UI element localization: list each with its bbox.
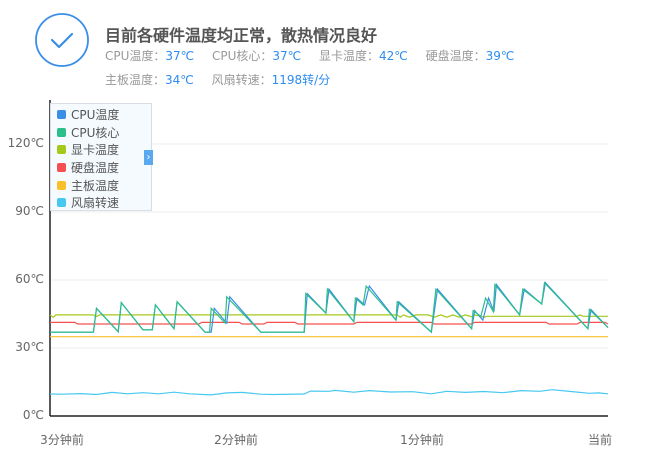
- y-tick-label: 0℃: [22, 408, 44, 422]
- fan-speed-value: 1198转/分: [271, 73, 331, 87]
- legend-label: 主板温度: [71, 178, 120, 193]
- legend-swatch: [57, 198, 66, 208]
- cpu-temp-label: CPU温度：: [105, 49, 166, 63]
- legend-label: 显卡温度: [71, 143, 120, 158]
- y-tick-label: 30℃: [15, 340, 44, 354]
- legend-label: 风扇转速: [71, 196, 120, 211]
- legend-swatch: [57, 110, 66, 120]
- legend-swatch: [57, 127, 66, 137]
- chevron-right-icon: ›: [146, 152, 151, 163]
- stats-row-1: CPU温度：37℃ CPU核心：37℃ 显卡温度：42℃ 硬盘温度：39℃: [105, 47, 528, 64]
- x-tick-label: 1分钟前: [400, 433, 444, 447]
- disk-temp-label: 硬盘温度：: [425, 49, 486, 63]
- series-line-5: [49, 389, 609, 396]
- series-line-1: [50, 281, 609, 334]
- y-tick-label: 90℃: [15, 204, 44, 218]
- series-line-2: [49, 314, 608, 318]
- legend-item[interactable]: 硬盘温度: [57, 159, 151, 177]
- cpu-core-value: 37℃: [272, 49, 302, 63]
- legend-swatch: [57, 180, 66, 190]
- status-title: 目前各硬件温度均正常，散热情况良好: [105, 26, 378, 45]
- legend-swatch: [57, 163, 66, 173]
- gpu-temp-value: 42℃: [378, 49, 408, 63]
- legend-swatch: [57, 145, 66, 155]
- fan-speed-label: 风扇转速：: [211, 73, 272, 87]
- legend-label: CPU核心: [71, 125, 120, 140]
- stats-row-2: 主板温度：34℃ 风扇转速：1198转/分: [105, 71, 344, 88]
- x-tick-label: 2分钟前: [214, 433, 258, 447]
- x-tick-label: 当前: [587, 433, 613, 447]
- legend-item[interactable]: CPU温度: [57, 106, 151, 124]
- x-tick-label: 3分钟前: [40, 433, 84, 447]
- y-tick-label: 60℃: [15, 272, 44, 286]
- chart-legend: CPU温度 CPU核心显卡温度硬盘温度主板温度风扇转速: [50, 103, 152, 211]
- gpu-temp-label: 显卡温度：: [318, 49, 379, 63]
- legend-label: CPU温度: [71, 108, 120, 123]
- disk-temp-value: 39℃: [485, 49, 515, 63]
- board-temp-value: 34℃: [165, 73, 194, 87]
- cpu-temp-value: 37℃: [165, 49, 195, 63]
- cpu-core-label: CPU核心：: [211, 49, 273, 63]
- legend-toggle-button[interactable]: ›: [144, 150, 153, 165]
- legend-label: 硬盘温度: [71, 161, 120, 176]
- legend-item[interactable]: 主板温度: [57, 176, 151, 194]
- legend-item[interactable]: 显卡温度: [57, 141, 151, 159]
- legend-item[interactable]: 风扇转速: [57, 194, 151, 212]
- check-circle-icon: [35, 13, 89, 67]
- board-temp-label: 主板温度：: [105, 73, 166, 87]
- legend-item[interactable]: CPU核心: [57, 124, 151, 142]
- series-line-3: [50, 321, 609, 325]
- y-tick-label: 120℃: [7, 136, 44, 150]
